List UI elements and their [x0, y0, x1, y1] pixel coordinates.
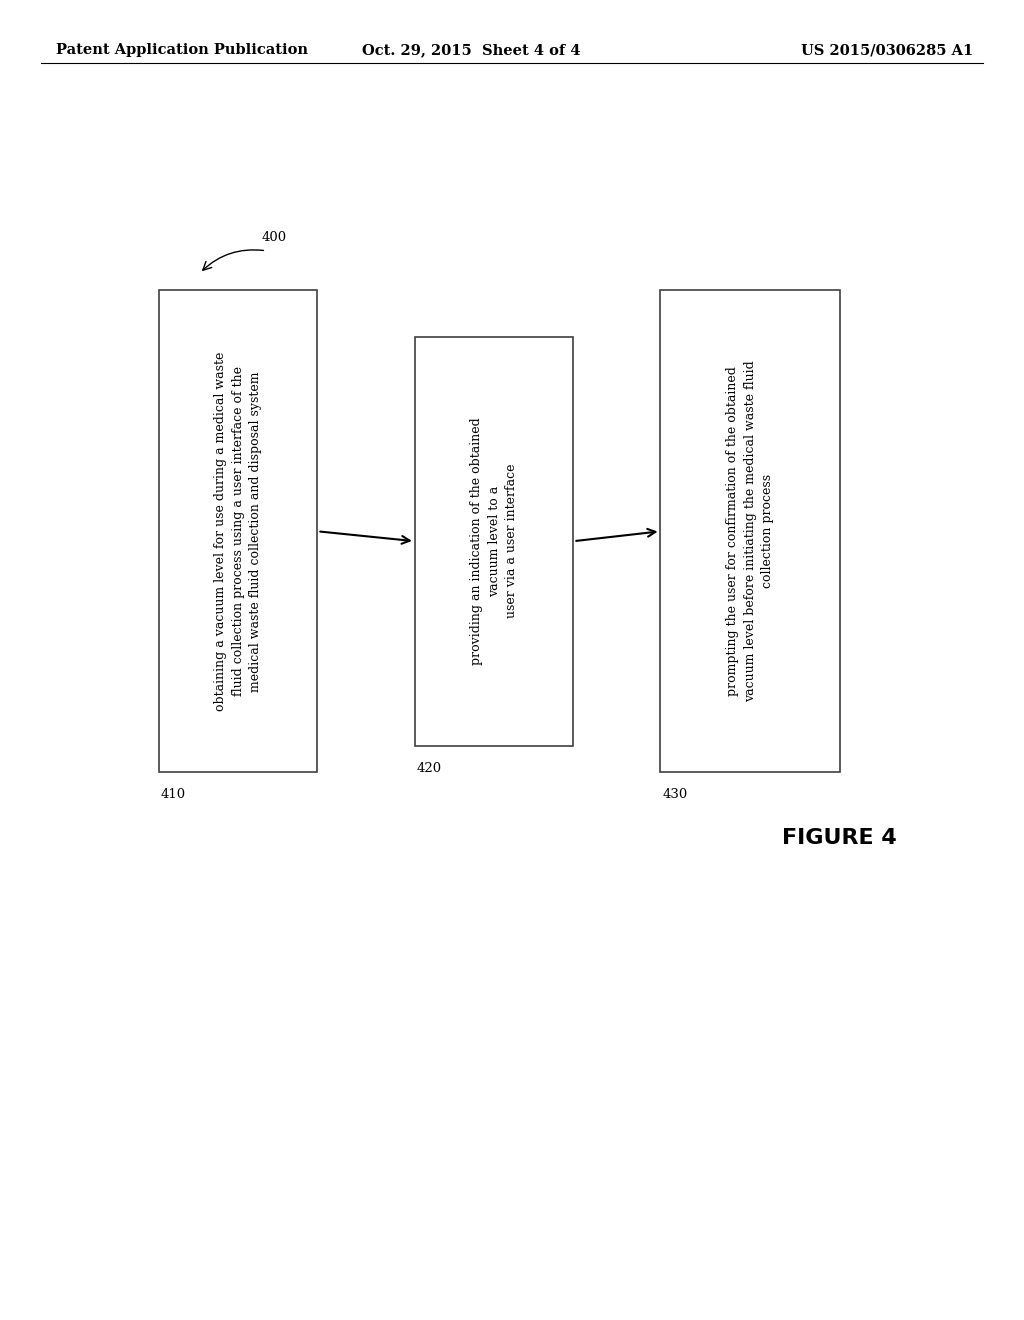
Text: providing an indication of the obtained
vacuum level to a
user via a user interf: providing an indication of the obtained … [470, 417, 518, 665]
Text: Oct. 29, 2015  Sheet 4 of 4: Oct. 29, 2015 Sheet 4 of 4 [361, 44, 581, 57]
Text: 430: 430 [663, 788, 688, 801]
Bar [660, 290, 840, 772]
Bar [415, 337, 573, 746]
Text: 410: 410 [161, 788, 186, 801]
Text: obtaining a vacuum level for use during a medical waste
fluid collection process: obtaining a vacuum level for use during … [214, 351, 262, 711]
Bar [159, 290, 317, 772]
Text: 400: 400 [261, 231, 287, 244]
Text: prompting the user for confirmation of the obtained
vacuum level before initiati: prompting the user for confirmation of t… [726, 360, 774, 702]
Text: Patent Application Publication: Patent Application Publication [56, 44, 308, 57]
FancyArrowPatch shape [203, 249, 263, 271]
Text: 420: 420 [417, 762, 442, 775]
Text: US 2015/0306285 A1: US 2015/0306285 A1 [801, 44, 973, 57]
Text: FIGURE 4: FIGURE 4 [782, 828, 897, 849]
